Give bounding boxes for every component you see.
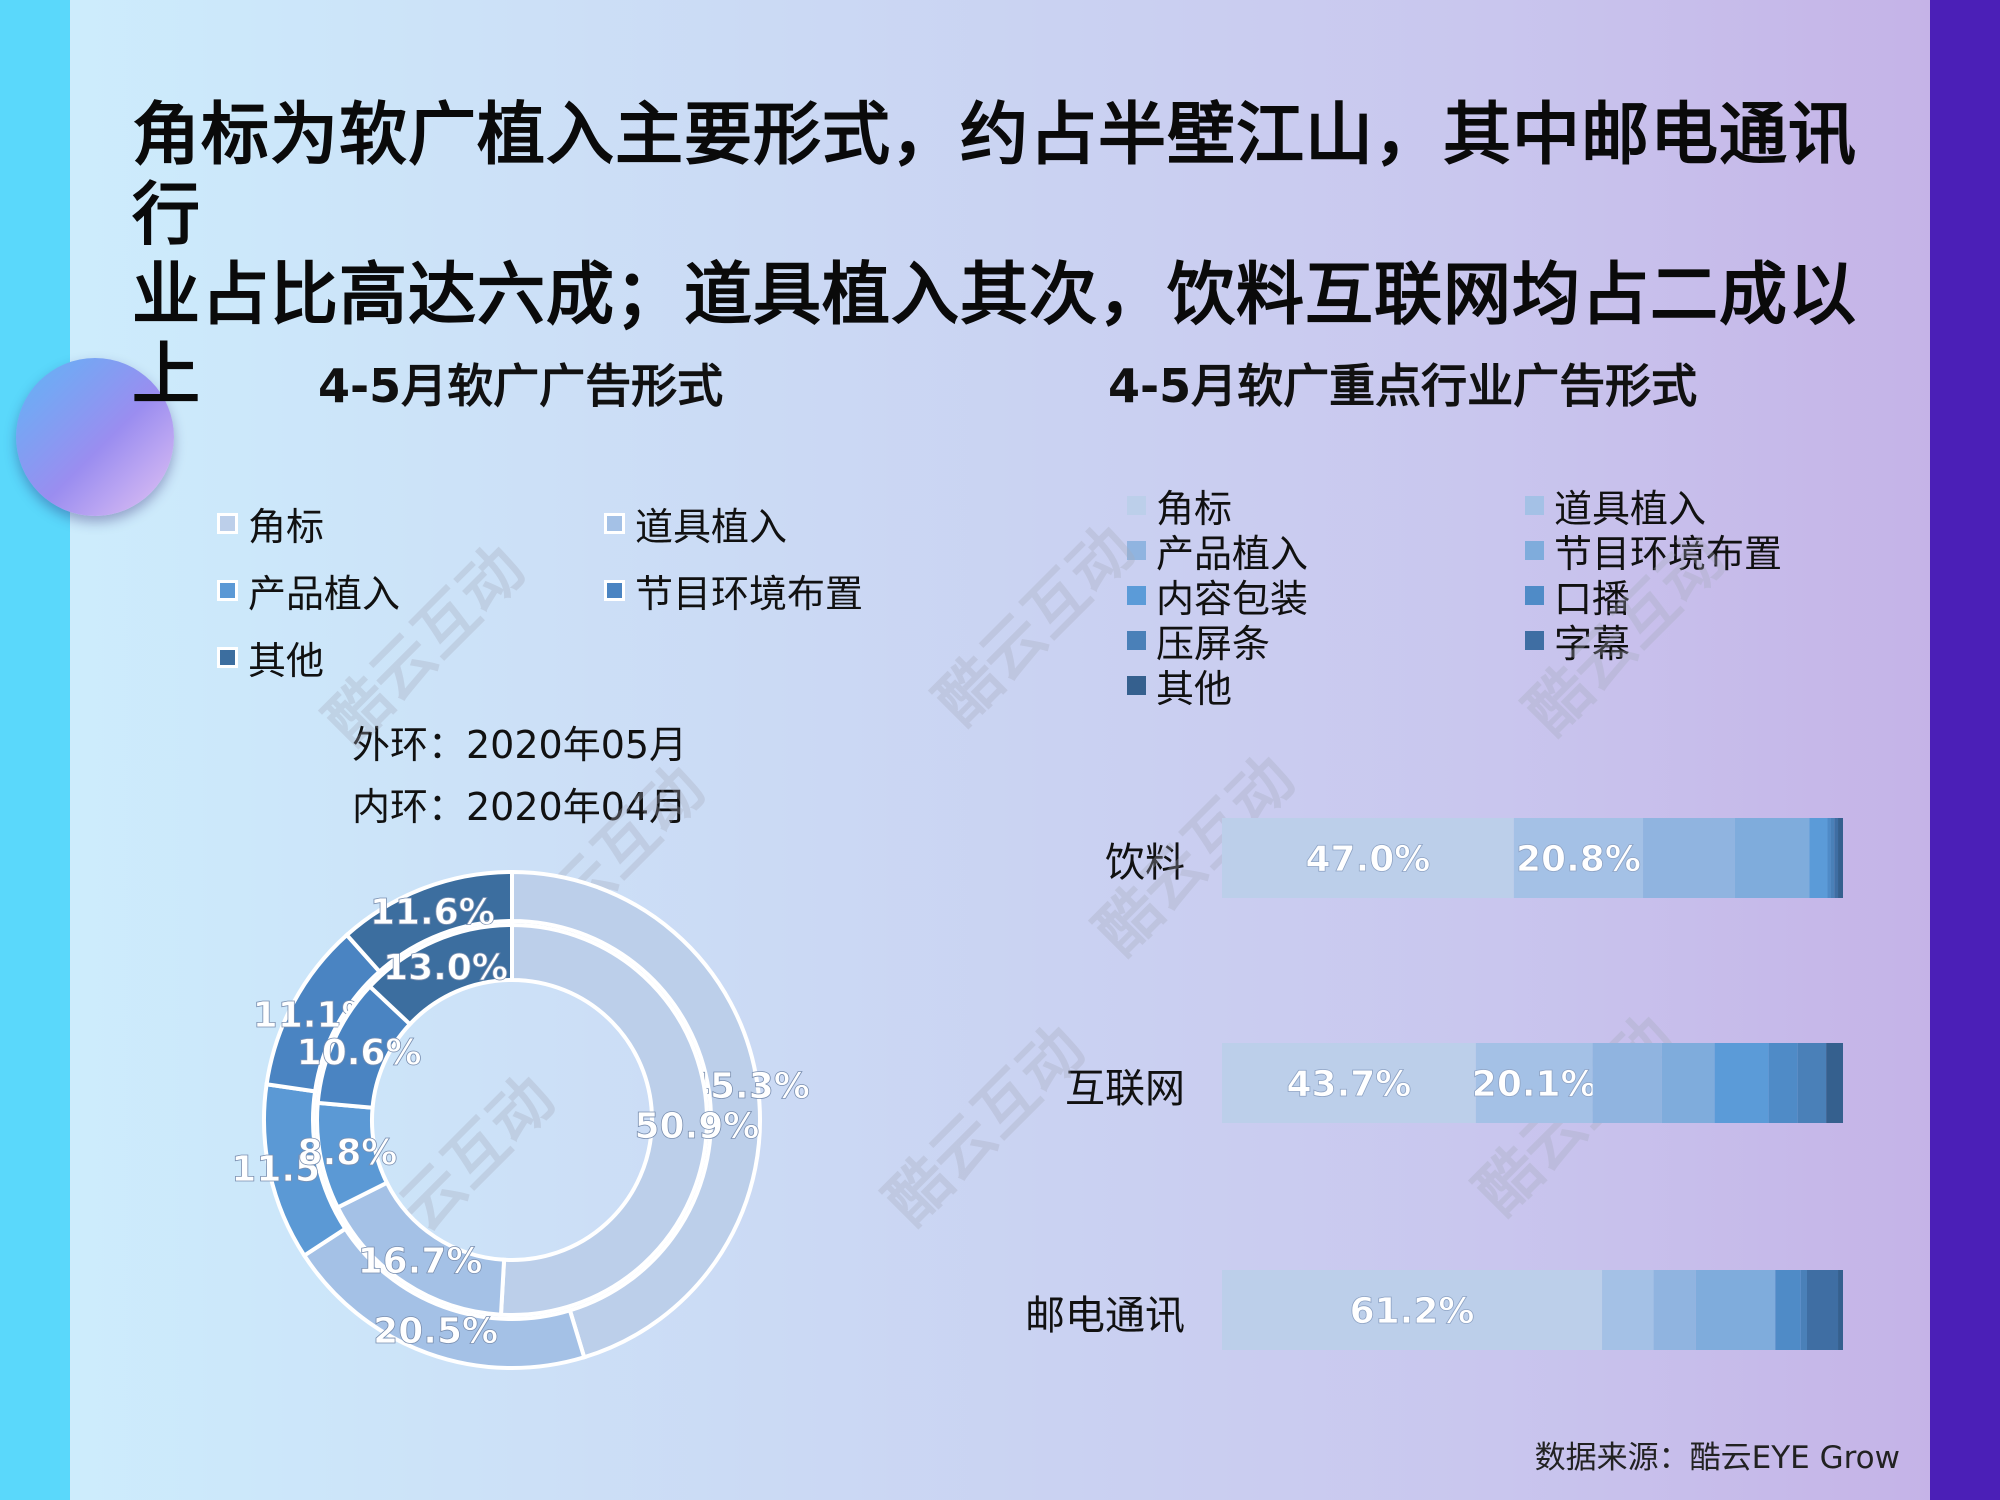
bar-segment: [1809, 818, 1828, 898]
bar-segment: [1513, 818, 1644, 898]
bar-legend-item: 产品植入: [1127, 523, 1308, 578]
bar-segment: [1800, 1270, 1807, 1350]
decorative-circle: [16, 358, 174, 516]
donut-data-label: 8.8%: [298, 1132, 398, 1173]
bar-category-label: 互联网: [1065, 1066, 1185, 1112]
bar-segment: [1475, 1043, 1593, 1123]
donut-data-label: 11.6%: [370, 892, 495, 933]
bar-segment: [1775, 1270, 1801, 1350]
bar-segment: [1592, 1043, 1662, 1123]
bar-data-label: 43.7%: [1286, 1064, 1411, 1105]
legend-swatch: [217, 580, 238, 601]
legend-swatch: [1127, 496, 1146, 515]
donut-data-label: 16.7%: [358, 1241, 483, 1282]
donut-slice-inner: [498, 922, 709, 1317]
donut-data-label: 20.5%: [373, 1311, 498, 1352]
left-edge-band: [0, 0, 70, 1500]
watermark-text: 酷云互动: [311, 531, 538, 758]
watermark-text: 酷云互动: [871, 1011, 1098, 1238]
legend-swatch: [217, 647, 238, 668]
bar-legend-item: 道具植入: [1525, 478, 1706, 533]
legend-swatch: [1525, 631, 1544, 650]
bar-data-label: 47.0%: [1305, 839, 1430, 880]
bar-segment: [1826, 1043, 1843, 1123]
donut-chart: 45.3%20.5%11.5%11.1%11.6%50.9%16.7%8.8%1…: [231, 869, 810, 1370]
data-source-note: 数据来源：酷云EYE Grow: [1534, 1440, 1900, 1476]
inner-ring-label: 内环：2020年04月: [352, 785, 688, 829]
donut-chart-title: 4-5月软广广告形式: [318, 359, 724, 413]
bar-legend-item: 口播: [1525, 568, 1630, 623]
legend-swatch: [1127, 631, 1146, 650]
bar-legend-item: 内容包装: [1127, 568, 1308, 623]
bar-segment: [1797, 1043, 1827, 1123]
right-edge-band: [1930, 0, 2000, 1500]
bar-segment: [1661, 1043, 1715, 1123]
bar-legend-item: 字幕: [1525, 613, 1630, 668]
bar-segment: [1838, 818, 1843, 898]
watermark-text: 酷云互动: [1511, 521, 1738, 748]
donut-data-label: 50.9%: [634, 1106, 759, 1147]
donut-data-label: 13.0%: [383, 947, 508, 988]
bar-segment: [1222, 1270, 1603, 1350]
donut-legend-item: 其他: [217, 630, 324, 685]
bar-segment: [1714, 1043, 1769, 1123]
bar-category-label: 邮电通讯: [1025, 1293, 1185, 1339]
bar-data-label: 20.8%: [1516, 839, 1641, 880]
donut-legend-item: 产品植入: [217, 563, 400, 618]
bar-segment: [1830, 818, 1835, 898]
legend-swatch: [1525, 586, 1544, 605]
bar-data-label: 61.2%: [1350, 1291, 1475, 1332]
legend-swatch: [217, 513, 238, 534]
bar-segment: [1643, 818, 1735, 898]
legend-swatch: [1525, 541, 1544, 560]
bar-category-label: 饮料: [1105, 840, 1185, 886]
bar-legend-item: 节目环境布置: [1525, 523, 1782, 578]
bar-chart-title: 4-5月软广重点行业广告形式: [1108, 359, 1698, 413]
watermark-text: 酷云互动: [921, 511, 1148, 738]
bar-segment: [1734, 818, 1810, 898]
donut-legend-item: 角标: [217, 496, 324, 551]
bar-segment: [1834, 818, 1839, 898]
legend-swatch: [604, 513, 625, 534]
legend-swatch: [1127, 676, 1146, 695]
bar-segment: [1838, 1270, 1843, 1350]
donut-slice-outer: [344, 869, 514, 975]
bar-segment: [1806, 1270, 1839, 1350]
donut-legend-item: 道具植入: [604, 496, 787, 551]
bar-segment: [1222, 1043, 1476, 1123]
legend-swatch: [1525, 496, 1544, 515]
legend-swatch: [1127, 586, 1146, 605]
headline: 角标为软广植入主要形式，约占半壁江山，其中邮电通讯行 业占比高达六成；道具植入其…: [132, 96, 1892, 416]
outer-ring-label: 外环：2020年05月: [352, 723, 688, 767]
bar-legend-item: 压屏条: [1127, 613, 1270, 668]
bar-segment: [1695, 1270, 1776, 1350]
bar-segment: [1827, 818, 1831, 898]
donut-legend-item: 节目环境布置: [604, 563, 863, 618]
bar-segment: [1222, 818, 1514, 898]
headline-line-2: 业占比高达六成；道具植入其次，饮料互联网均占二成以上: [132, 256, 1858, 415]
bar-segment: [1768, 1043, 1798, 1123]
legend-swatch: [1127, 541, 1146, 560]
donut-data-label: 10.6%: [297, 1033, 422, 1074]
donut-slice-inner: [367, 922, 514, 1027]
donut-slice-outer: [510, 869, 762, 1360]
bar-legend-item: 其他: [1127, 658, 1232, 713]
bar-segment: [1602, 1270, 1654, 1350]
bar-segment: [1653, 1270, 1696, 1350]
stacked-bar-chart: 47.0% 20.8% 43.7% 20.1% 61.2%: [1222, 818, 1843, 1350]
legend-swatch: [604, 580, 625, 601]
headline-line-1: 角标为软广植入主要形式，约占半壁江山，其中邮电通讯行: [132, 96, 1858, 255]
bar-data-label: 20.1%: [1472, 1064, 1597, 1105]
bar-legend-item: 角标: [1127, 478, 1232, 533]
